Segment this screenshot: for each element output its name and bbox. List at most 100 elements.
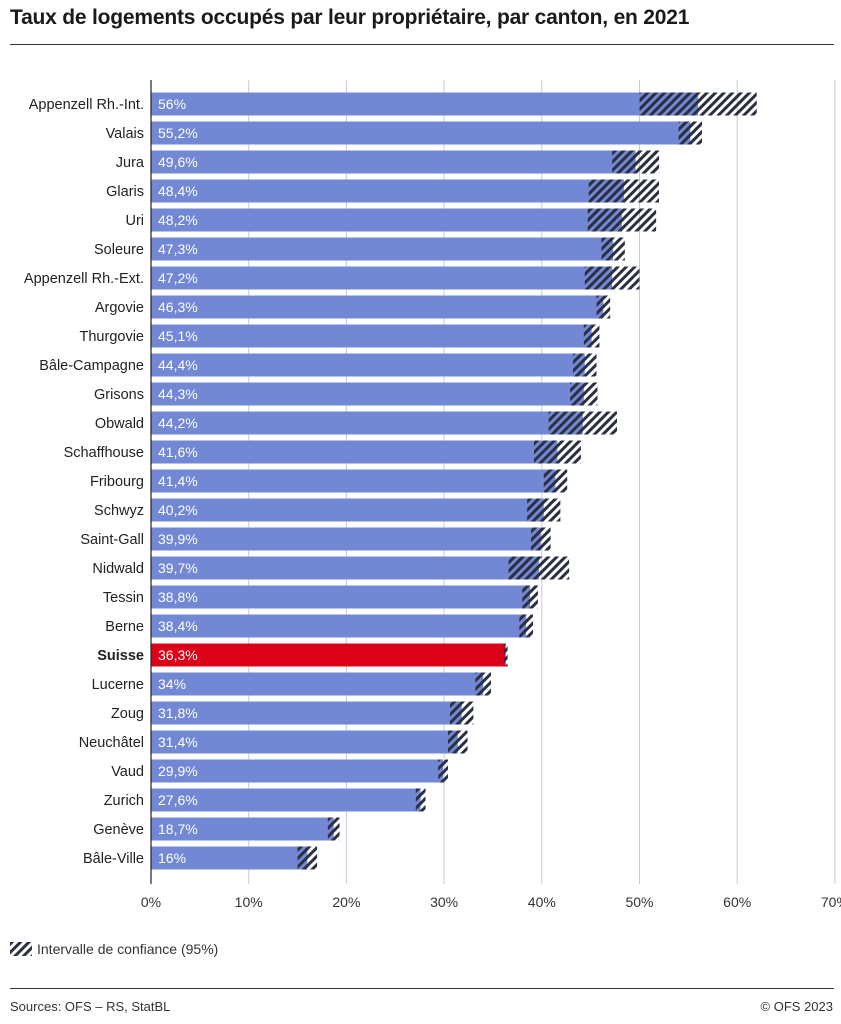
hatch-swatch-icon xyxy=(10,942,32,956)
confidence-interval xyxy=(522,585,538,609)
category-label: Tessin xyxy=(103,590,144,606)
category-label: Schaffhouse xyxy=(64,445,144,461)
confidence-interval xyxy=(678,121,703,145)
category-label: Argovie xyxy=(95,300,144,316)
category-label: Bâle-Campagne xyxy=(39,358,144,374)
value-label: 44,2% xyxy=(158,415,198,431)
category-label: Genève xyxy=(93,822,144,838)
bar xyxy=(151,846,308,870)
copyright: © OFS 2023 xyxy=(760,999,833,1014)
confidence-interval xyxy=(531,527,551,551)
bar xyxy=(151,817,334,841)
value-label: 41,6% xyxy=(158,444,198,460)
bar xyxy=(151,353,585,377)
bar xyxy=(151,150,636,174)
value-label: 44,3% xyxy=(158,386,198,402)
confidence-interval xyxy=(297,846,318,870)
category-label: Zurich xyxy=(104,793,144,809)
category-label: Nidwald xyxy=(92,561,144,577)
x-tick-label: 0% xyxy=(141,894,161,910)
x-tick-label: 30% xyxy=(430,894,458,910)
category-label: Obwald xyxy=(95,416,144,432)
bar xyxy=(151,266,613,290)
confidence-interval xyxy=(475,672,491,696)
category-label: Valais xyxy=(106,126,144,142)
confidence-interval xyxy=(533,440,581,464)
bar xyxy=(151,527,541,551)
bar xyxy=(151,179,624,203)
value-label: 56% xyxy=(158,96,186,112)
value-label: 31,4% xyxy=(158,734,198,750)
confidence-interval xyxy=(543,469,568,493)
confidence-interval xyxy=(612,150,660,174)
confidence-interval xyxy=(449,701,474,725)
bar xyxy=(151,556,539,580)
title-divider xyxy=(10,44,834,45)
bars: Appenzell Rh.-Int. 56% Valais 55,2% Jura 49,6… xyxy=(24,92,757,870)
bar xyxy=(151,295,604,319)
bar xyxy=(151,701,462,725)
x-tick-label: 10% xyxy=(235,894,263,910)
confidence-interval xyxy=(601,237,625,261)
value-label: 45,1% xyxy=(158,328,198,344)
confidence-interval xyxy=(519,614,534,638)
category-label: Fribourg xyxy=(90,474,144,490)
value-label: 34% xyxy=(158,676,186,692)
bar xyxy=(151,237,614,261)
category-label: Soleure xyxy=(94,242,144,258)
value-label: 47,2% xyxy=(158,270,198,286)
value-label: 29,9% xyxy=(158,763,198,779)
confidence-interval xyxy=(527,498,561,522)
bar xyxy=(151,469,556,493)
bar xyxy=(151,411,583,435)
category-label: Zoug xyxy=(111,706,144,722)
confidence-interval xyxy=(573,353,597,377)
category-label: Thurgovie xyxy=(80,329,144,345)
bar xyxy=(151,208,622,232)
confidence-interval xyxy=(438,759,449,783)
category-label: Lucerne xyxy=(92,677,144,693)
x-axis: 0% 10% 20% 30% 40% 50% 60% 70% xyxy=(141,80,841,910)
bar-chart: Appenzell Rh.-Int. 56% Valais 55,2% Jura 49,6… xyxy=(24,80,841,910)
category-label: Suisse xyxy=(97,648,144,664)
confidence-interval xyxy=(548,411,618,435)
value-label: 55,2% xyxy=(158,125,198,141)
chart-title: Taux de logements occupés par leur propr… xyxy=(10,6,690,29)
category-label: Schwyz xyxy=(94,503,144,519)
bar xyxy=(151,759,444,783)
footer-divider xyxy=(10,988,834,989)
confidence-interval xyxy=(503,643,508,667)
confidence-interval xyxy=(596,295,611,319)
category-label: Glaris xyxy=(106,184,144,200)
category-label: Appenzell Rh.-Int. xyxy=(29,97,144,113)
value-label: 27,6% xyxy=(158,792,198,808)
category-label: Berne xyxy=(105,619,144,635)
confidence-interval xyxy=(327,817,340,841)
x-tick-label: 70% xyxy=(821,894,841,910)
category-label: Bâle-Ville xyxy=(83,851,144,867)
source-note: Sources: OFS – RS, StatBL xyxy=(10,999,171,1014)
bar xyxy=(151,643,506,667)
category-label: Saint-Gall xyxy=(80,532,144,548)
bar xyxy=(151,324,592,348)
value-label: 18,7% xyxy=(158,821,198,837)
bar xyxy=(151,672,484,696)
value-label: 16% xyxy=(158,850,186,866)
bar xyxy=(151,121,691,145)
confidence-interval xyxy=(415,788,426,812)
value-label: 36,3% xyxy=(158,647,198,663)
legend-label: Intervalle de confiance (95%) xyxy=(37,941,219,957)
value-label: 41,4% xyxy=(158,473,198,489)
confidence-interval xyxy=(570,382,598,406)
category-label: Vaud xyxy=(111,764,144,780)
category-label: Grisons xyxy=(94,387,144,403)
bar xyxy=(151,788,421,812)
legend: Intervalle de confiance (95%) xyxy=(10,941,218,957)
bar xyxy=(151,614,527,638)
category-label: Jura xyxy=(116,155,145,171)
confidence-interval xyxy=(588,179,660,203)
value-label: 48,4% xyxy=(158,183,198,199)
x-tick-label: 40% xyxy=(528,894,556,910)
x-tick-label: 60% xyxy=(723,894,751,910)
category-label: Neuchâtel xyxy=(79,735,144,751)
